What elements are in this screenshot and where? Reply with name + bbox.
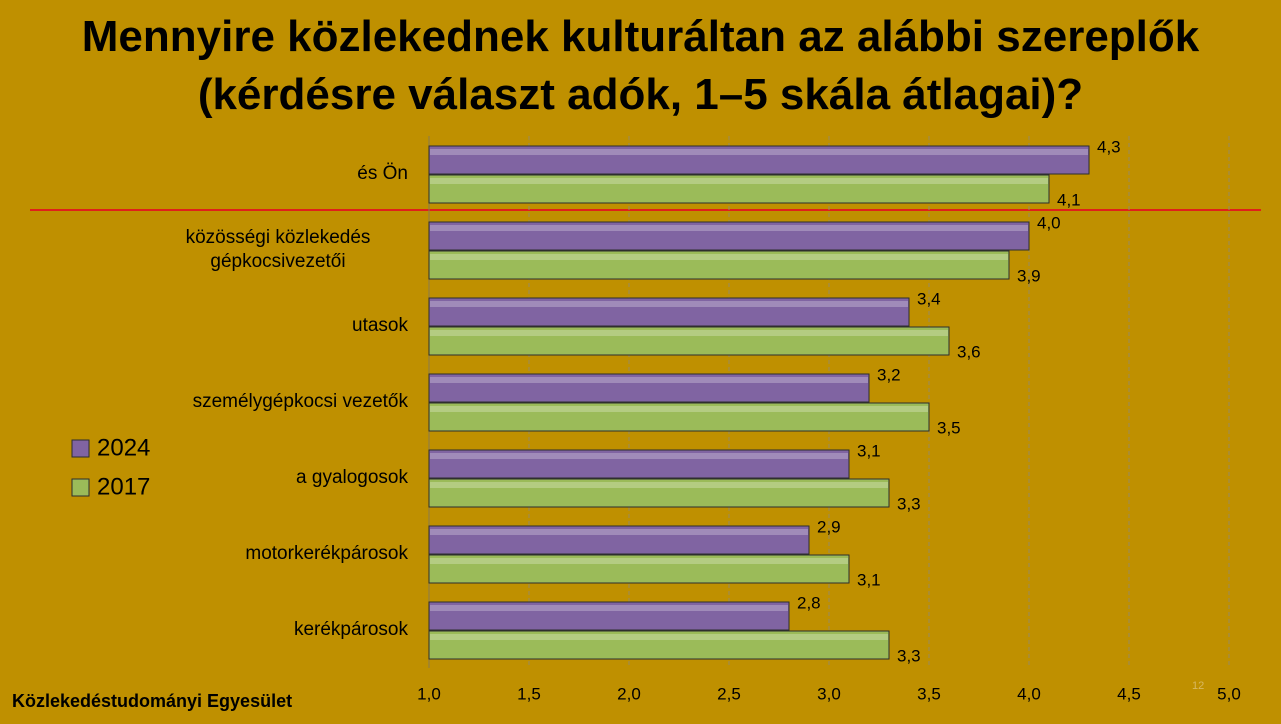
category-label-box: és Ön — [357, 144, 408, 204]
bar — [428, 449, 850, 479]
category-label: és Ön — [357, 163, 408, 184]
value-label: 3,1 — [857, 441, 881, 460]
legend-label: 2017 — [97, 473, 150, 500]
bar — [428, 373, 870, 403]
x-tick-label: 2,0 — [617, 684, 641, 703]
value-label: 2,9 — [817, 517, 841, 536]
value-label: 4,3 — [1097, 137, 1121, 156]
bar-highlight — [430, 330, 948, 336]
bar-highlight — [430, 406, 928, 412]
category-label-box: személygépkocsi vezetők — [193, 372, 408, 432]
page-number: 12 — [1192, 680, 1205, 692]
category-label: motorkerékpárosok — [245, 543, 408, 564]
bar — [428, 601, 790, 631]
bar — [428, 297, 910, 327]
category-label: kerékpárosok — [293, 619, 408, 640]
bar-highlight — [430, 377, 868, 383]
x-tick-label: 3,5 — [917, 684, 941, 703]
bar — [428, 145, 1090, 175]
legend-swatch — [71, 439, 90, 458]
value-label: 3,1 — [857, 570, 881, 589]
bar — [428, 525, 810, 555]
category-label: utasok — [352, 315, 408, 336]
bar — [428, 221, 1030, 251]
bar — [428, 326, 950, 356]
value-label: 3,4 — [917, 289, 941, 308]
value-label: 3,6 — [957, 342, 981, 361]
value-label: 4,0 — [1037, 213, 1061, 232]
legend-swatch — [71, 478, 90, 497]
x-tick-label: 1,0 — [417, 684, 441, 703]
bar-highlight — [430, 453, 848, 459]
legend-label: 2024 — [97, 434, 150, 461]
bar — [428, 478, 890, 508]
bar — [428, 402, 930, 432]
bar — [428, 554, 850, 584]
bar-highlight — [430, 605, 788, 611]
bar-highlight — [430, 301, 908, 307]
bar-highlight — [430, 149, 1088, 155]
value-label: 3,9 — [1017, 266, 1041, 285]
bar-highlight — [430, 634, 888, 640]
x-tick-label: 2,5 — [717, 684, 741, 703]
footer: Közlekedéstudományi Egyesület — [12, 691, 293, 711]
chart-title: Mennyire közlekednek kulturáltan az aláb… — [81, 12, 1200, 119]
category-label-box: a gyalogosok — [296, 448, 408, 508]
bar-highlight — [430, 529, 808, 535]
bar — [428, 630, 890, 660]
bar — [428, 250, 1010, 280]
category-label-box: motorkerékpárosok — [245, 524, 408, 584]
category-label-box: kerékpárosok — [294, 600, 408, 660]
bar-highlight — [430, 482, 888, 488]
bar — [428, 174, 1050, 204]
x-tick-label: 3,0 — [817, 684, 841, 703]
category-label: közösségi közlekedés gépkocsivezetői — [185, 227, 371, 272]
value-label: 4,1 — [1057, 190, 1081, 209]
bar-highlight — [430, 225, 1028, 231]
x-tick-label: 4,5 — [1117, 684, 1141, 703]
x-tick-label: 5,0 — [1217, 684, 1241, 703]
bar-highlight — [430, 558, 848, 564]
value-label: 3,5 — [937, 418, 961, 437]
bar-highlight — [430, 254, 1008, 260]
value-label: 2,8 — [797, 593, 821, 612]
x-tick-label: 1,5 — [517, 684, 541, 703]
category-label: személygépkocsi vezetők — [192, 391, 408, 412]
bar-highlight — [430, 178, 1048, 184]
value-label: 3,3 — [897, 494, 921, 513]
x-tick-label: 4,0 — [1017, 684, 1041, 703]
category-label: a gyalogosok — [296, 467, 408, 488]
value-label: 3,3 — [897, 646, 921, 665]
value-label: 3,2 — [877, 365, 901, 384]
category-label-box: közösségi közlekedés gépkocsivezetői — [148, 220, 408, 280]
category-label-box: utasok — [352, 296, 408, 356]
